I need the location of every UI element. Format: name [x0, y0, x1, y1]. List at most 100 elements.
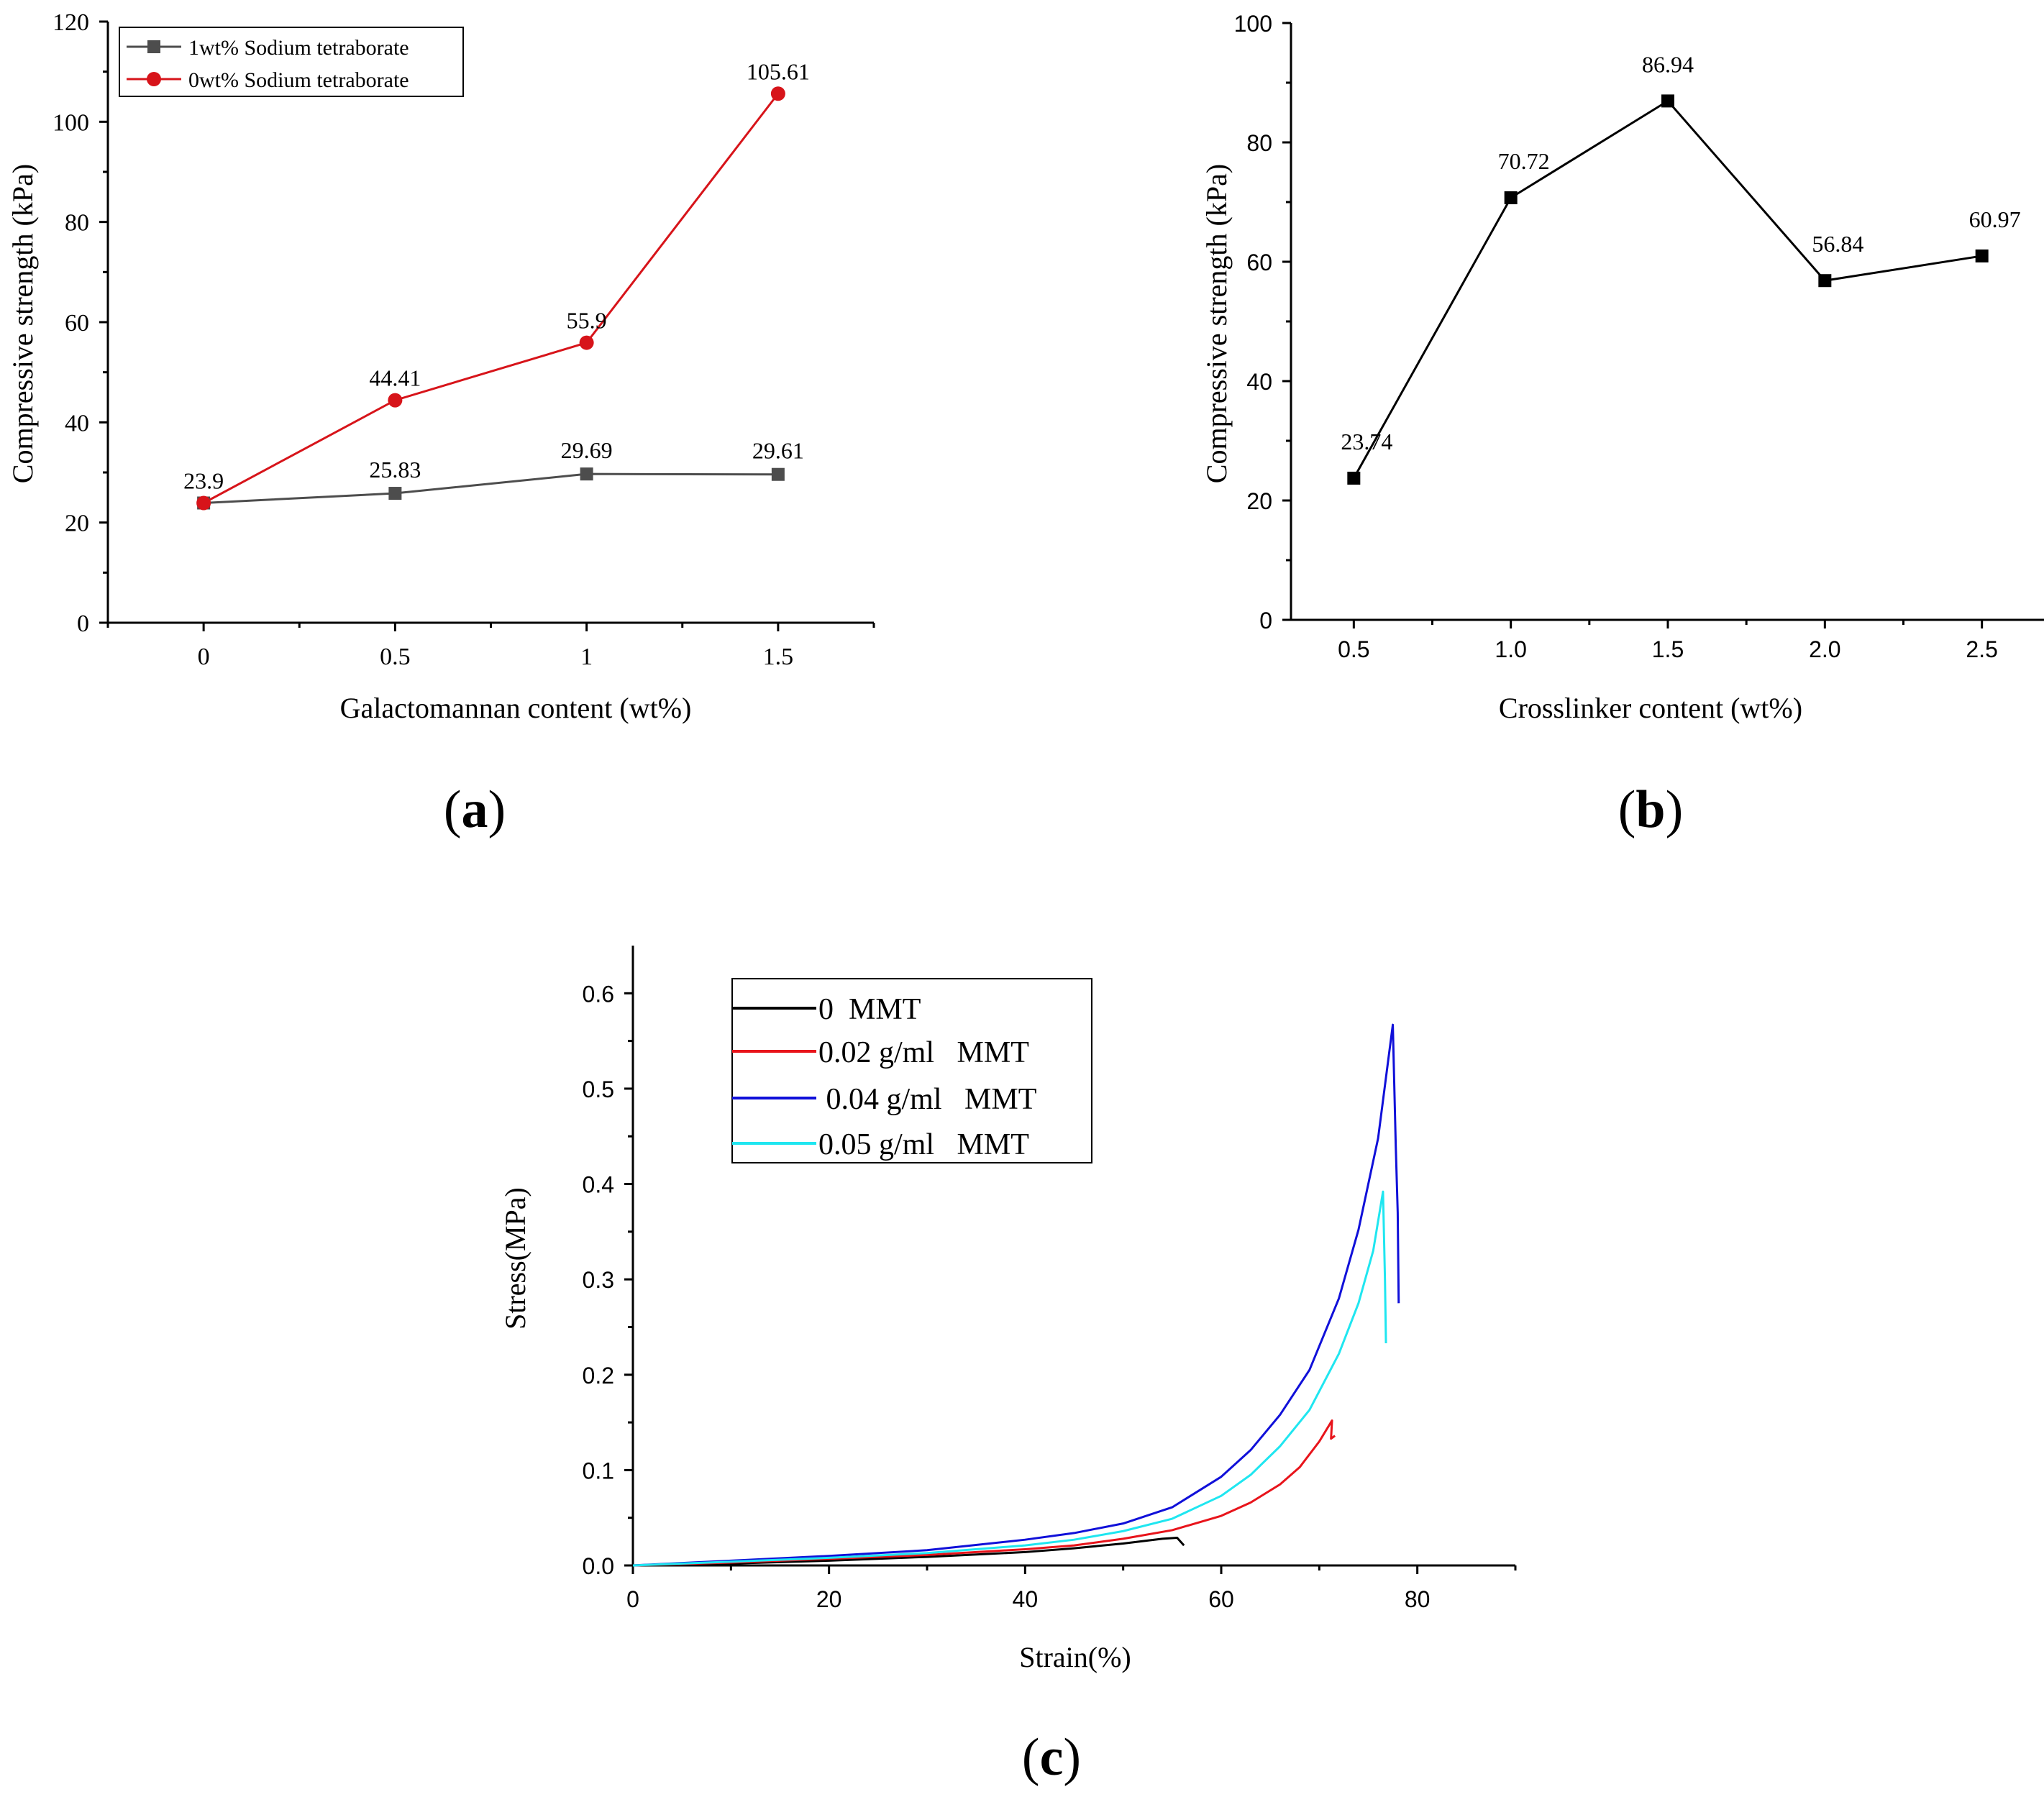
panel-b-label: (b) — [1618, 780, 1683, 839]
panel-c-x-axis-title: Strain(%) — [1019, 1641, 1131, 1673]
a-xtick-label: 0.5 — [380, 644, 411, 670]
a-data-label: 25.83 — [369, 457, 421, 483]
panel-a-letter: a — [462, 780, 488, 839]
c-ytick-label: 0.5 — [583, 1076, 614, 1102]
a-square-point — [771, 467, 785, 481]
a-ytick-label: 120 — [53, 9, 89, 36]
c-series-line-0 — [632, 1537, 1185, 1567]
b-xtick-label: 0.5 — [1338, 636, 1369, 662]
a-data-label: 55.9 — [567, 308, 607, 334]
legend-label-0-mmt: 0 MMT — [818, 993, 921, 1026]
b-xtick-label: 1.5 — [1652, 636, 1684, 662]
panel-c-label: (c) — [1022, 1728, 1081, 1787]
a-ytick-label: 100 — [53, 109, 89, 136]
a-data-label: 23.9 — [183, 467, 224, 493]
panel-a-markers — [196, 86, 785, 511]
a-data-label: 44.41 — [369, 365, 421, 391]
a-ytick-label: 80 — [65, 210, 89, 237]
b-ytick-label: 0 — [1259, 608, 1272, 634]
panel-a-x-ticks: 0 0.5 1 1.5 — [106, 623, 875, 670]
a-data-label: 29.61 — [752, 438, 804, 464]
b-xtick-label: 1.0 — [1495, 636, 1526, 662]
a-ytick-label: 0 — [77, 611, 89, 637]
svg-text:(c): (c) — [1022, 1728, 1081, 1787]
panel-a-legend-box — [119, 27, 464, 97]
legend-label-005-mmt: 0.05 g/ml MMT — [818, 1128, 1029, 1161]
a-circle-point — [770, 86, 785, 101]
c-series-line-1 — [632, 1419, 1336, 1567]
a-data-label: 29.69 — [561, 437, 613, 463]
c-series-line-2 — [632, 1023, 1400, 1567]
panel-c-y-ticks: 0.0 0.1 0.2 0.3 0.4 0.5 0.6 — [583, 981, 633, 1579]
panel-a-x-axis-title: Galactomannan content (wt%) — [340, 692, 692, 724]
legend-label-004-mmt: 0.04 g/ml MMT — [818, 1083, 1036, 1116]
b-square-point — [1347, 471, 1361, 485]
panel-b-x-ticks: 0.5 1.0 1.5 2.0 2.5 — [1338, 620, 1998, 662]
a-data-label: 105.61 — [747, 58, 810, 84]
c-ytick-label: 0.1 — [583, 1458, 614, 1483]
b-square-point — [1975, 249, 1989, 262]
b-ytick-label: 40 — [1246, 369, 1272, 395]
b-square-point — [1818, 274, 1832, 288]
panel-a-series-lines — [203, 93, 780, 504]
panel-c-chart: 0.0 0.1 0.2 0.3 0.4 0.5 0.6 0 20 40 60 80 0 MMT 0.… — [499, 946, 1517, 1787]
c-ytick-label: 0.0 — [583, 1553, 614, 1579]
b-ytick-label: 80 — [1246, 130, 1272, 156]
c-xtick-label: 20 — [816, 1586, 842, 1612]
c-xtick-label: 80 — [1405, 1586, 1431, 1612]
panel-a-y-ticks: 0 20 40 60 80 100 120 — [53, 9, 108, 637]
a-series-line-1 — [203, 93, 780, 504]
a-ytick-label: 60 — [65, 310, 89, 337]
b-xtick-label: 2.0 — [1809, 636, 1840, 662]
panel-a-axes — [106, 22, 874, 624]
b-ytick-label: 100 — [1234, 11, 1272, 37]
c-ytick-label: 0.6 — [583, 981, 614, 1007]
c-xtick-label: 40 — [1013, 1586, 1039, 1612]
b-ytick-label: 60 — [1246, 250, 1272, 275]
panel-c-legend: 0 MMT 0.02 g/ml MMT 0.04 g/ml MMT 0.05 g… — [731, 978, 1092, 1163]
c-ytick-label: 0.2 — [583, 1363, 614, 1389]
panel-c-x-ticks: 0 20 40 60 80 — [626, 1565, 1517, 1612]
panel-b-y-ticks: 0 20 40 60 80 100 — [1234, 11, 1291, 634]
a-square-point — [580, 467, 593, 481]
a-xtick-label: 1.5 — [763, 644, 794, 670]
b-data-label: 23.74 — [1341, 429, 1392, 454]
c-ytick-label: 0.3 — [583, 1267, 614, 1293]
b-square-point — [1661, 94, 1674, 108]
panel-b-letter: b — [1635, 780, 1665, 839]
b-square-point — [1504, 191, 1518, 205]
panel-a-chart: 0 20 40 60 80 100 120 0 0.5 1 1.5 25.83 29.69 29.61… — [6, 9, 875, 839]
b-series-line — [1353, 99, 1982, 479]
b-data-label: 70.72 — [1498, 148, 1550, 174]
panel-a-y-axis-title: Compressive strength (kPa) — [6, 164, 39, 483]
panel-c-y-axis-title: Stress(MPa) — [499, 1187, 531, 1330]
panel-b-data-labels: 23.74 70.72 86.94 56.84 60.97 — [1341, 51, 2020, 454]
legend-circle-marker — [147, 72, 161, 86]
panel-c-series-lines — [632, 1023, 1400, 1567]
c-ytick-label: 0.4 — [583, 1172, 614, 1198]
b-data-label: 56.84 — [1812, 231, 1863, 257]
panel-b-series-lines — [1353, 99, 1982, 479]
legend-label-1wt: 1wt% Sodium tetraborate — [188, 36, 409, 60]
b-data-label: 60.97 — [1969, 206, 2021, 232]
a-circle-point — [196, 495, 211, 511]
a-circle-point — [579, 335, 594, 350]
a-circle-point — [388, 393, 403, 408]
a-ytick-label: 40 — [65, 410, 89, 436]
c-xtick-label: 0 — [626, 1586, 639, 1612]
a-square-point — [388, 487, 402, 500]
panel-a-label: (a) — [444, 780, 506, 839]
a-xtick-label: 0 — [198, 644, 210, 670]
b-xtick-label: 2.5 — [1966, 636, 1997, 662]
legend-label-002-mmt: 0.02 g/ml MMT — [818, 1036, 1029, 1069]
a-series-line-0 — [204, 472, 778, 504]
legend-square-marker — [147, 40, 160, 53]
panel-b-markers — [1347, 94, 1989, 485]
panel-b-y-axis-title: Compressive strength (kPa) — [1200, 164, 1233, 483]
panel-b-chart: 0 20 40 60 80 100 0.5 1.0 1.5 2.0 2.5 23.74 70.72 8… — [1200, 11, 2044, 839]
c-series-line-3 — [632, 1190, 1387, 1567]
c-xtick-label: 60 — [1208, 1586, 1234, 1612]
panel-c-letter: c — [1040, 1728, 1064, 1787]
panel-a-data-labels: 25.83 29.69 29.61 23.9 44.41 55.9 105.61 — [183, 58, 810, 493]
b-data-label: 86.94 — [1642, 51, 1694, 77]
